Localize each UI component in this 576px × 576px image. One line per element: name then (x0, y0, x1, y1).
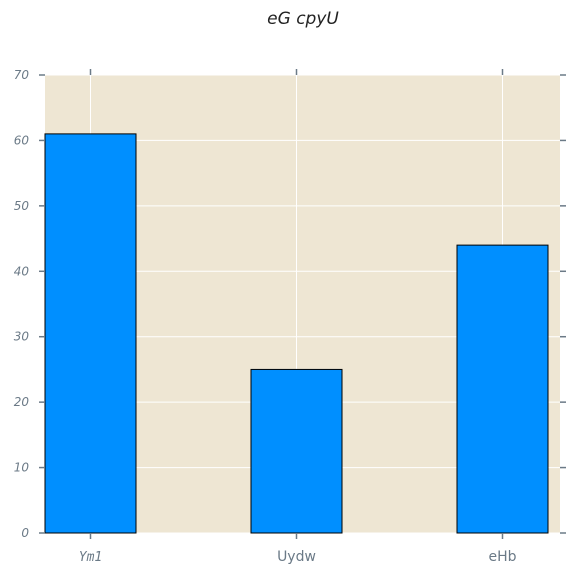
bar-uydw (250, 368, 343, 534)
bars (44, 133, 549, 534)
x-tick-label: Ym1 (79, 550, 102, 565)
x-tick-label: eHb (488, 549, 516, 565)
x-axis-tick-labels: Ym1 Uydw eHb (79, 549, 517, 565)
y-tick-label: 0 (21, 526, 29, 540)
chart-title: eG cpyU (267, 9, 339, 29)
ticks (39, 69, 566, 539)
y-tick-label: 20 (14, 395, 30, 409)
y-tick-label: 10 (14, 461, 30, 475)
y-tick-label: 40 (14, 264, 30, 278)
y-tick-label: 50 (14, 199, 30, 213)
y-tick-label: 30 (14, 330, 30, 344)
y-tick-label: 60 (14, 133, 30, 147)
bar-ym1 (44, 133, 137, 534)
y-axis-tick-labels: 0 10 20 30 40 50 60 70 (14, 68, 30, 540)
x-tick-label: Uydw (277, 549, 316, 565)
y-tick-label: 70 (14, 68, 30, 82)
bar-ehb (456, 244, 549, 534)
